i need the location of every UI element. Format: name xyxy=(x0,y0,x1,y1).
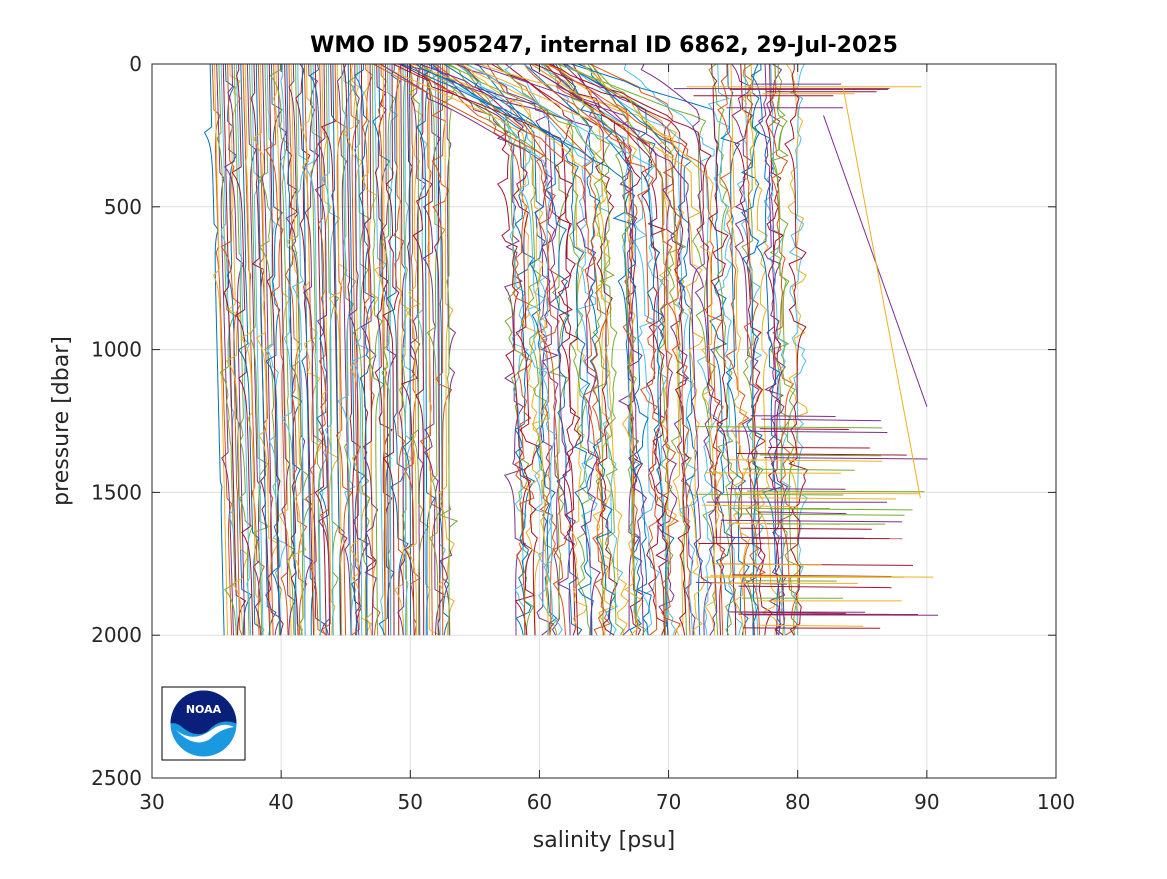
x-tick-label: 80 xyxy=(785,790,810,814)
y-tick-label: 2500 xyxy=(91,766,142,790)
spike-line xyxy=(705,473,841,474)
x-tick-label: 30 xyxy=(139,790,164,814)
x-tick-label: 100 xyxy=(1037,790,1075,814)
spike-line xyxy=(768,448,870,449)
x-tick-label: 40 xyxy=(268,790,293,814)
x-tick-label: 90 xyxy=(914,790,939,814)
spike-line xyxy=(760,455,881,456)
y-tick-label: 0 xyxy=(129,52,142,76)
x-tick-label: 60 xyxy=(527,790,552,814)
x-tick-label: 70 xyxy=(656,790,681,814)
noaa-logo-text: NOAA xyxy=(186,703,222,716)
y-tick-label: 500 xyxy=(104,195,142,219)
x-axis-label: salinity [psu] xyxy=(533,828,675,853)
y-tick-label: 1000 xyxy=(91,338,142,362)
spike-line xyxy=(747,491,925,492)
y-tick-label: 1500 xyxy=(91,480,142,504)
x-tick-label: 50 xyxy=(398,790,423,814)
plot-area xyxy=(152,64,1056,778)
y-axis-label: pressure [dbar] xyxy=(49,336,74,506)
noaa-logo: NOAA xyxy=(162,687,245,760)
spike-line xyxy=(728,489,846,490)
spike-line xyxy=(744,581,837,582)
chart-title: WMO ID 5905247, internal ID 6862, 29-Jul… xyxy=(310,33,898,58)
y-tick-label: 2000 xyxy=(91,623,142,647)
